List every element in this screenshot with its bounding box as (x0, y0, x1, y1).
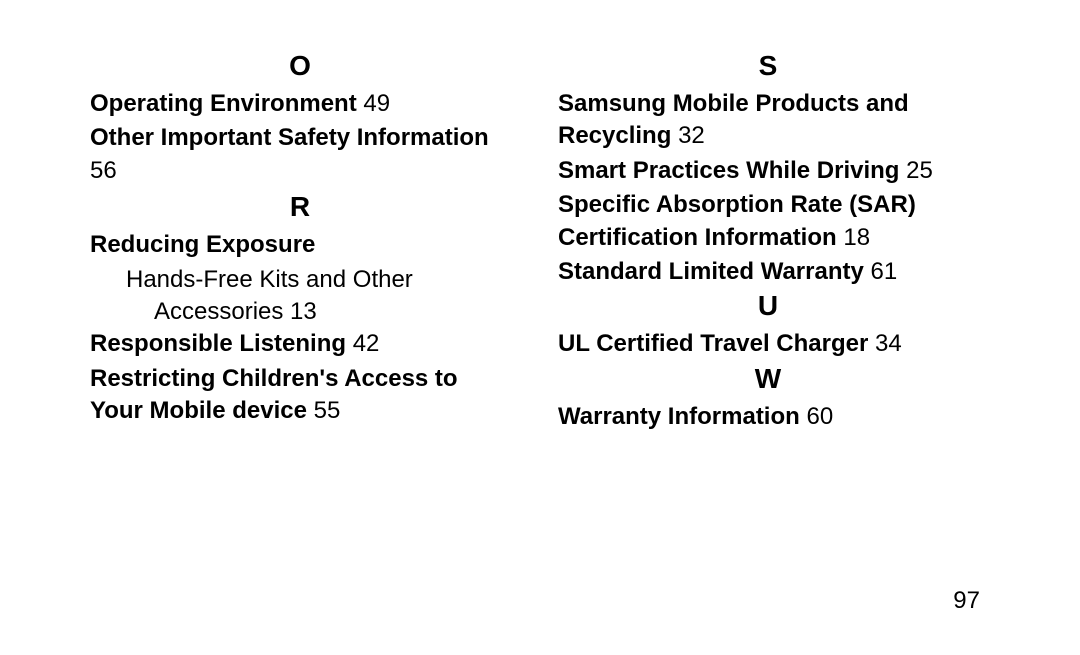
index-page-ref: 34 (875, 330, 902, 357)
index-entry: UL Certified Travel Charger 34 (558, 328, 978, 360)
index-entry: Operating Environment 49 (90, 88, 510, 120)
index-page-ref: 49 (363, 90, 390, 117)
index-title: Standard Limited Warranty (558, 258, 864, 285)
index-entry: Samsung Mobile Products and Recycling 32 (558, 88, 978, 153)
index-page-ref: 61 (871, 258, 898, 285)
index-page-ref: 32 (678, 122, 705, 149)
columns-wrap: O Operating Environment 49 Other Importa… (90, 50, 990, 435)
index-title: Restricting Children's Access to Your Mo… (90, 365, 458, 424)
index-sub-line2: Accessories (154, 298, 283, 325)
index-entry: Reducing Exposure (90, 229, 510, 261)
index-title: Responsible Listening (90, 330, 346, 357)
index-entry: Responsible Listening 42 (90, 328, 510, 360)
index-title: Reducing Exposure (90, 231, 315, 258)
index-page-ref: 25 (906, 157, 933, 184)
index-title: Operating Environment (90, 90, 357, 117)
index-subentry: Hands-Free Kits and Other Accessories 13 (90, 264, 510, 329)
index-entry: Warranty Information 60 (558, 401, 978, 433)
index-entry: Standard Limited Warranty 61 (558, 256, 978, 288)
index-page-ref: 42 (353, 330, 380, 357)
index-title: UL Certified Travel Charger (558, 330, 868, 357)
letter-heading-u: U (558, 290, 978, 322)
index-page-ref: 13 (290, 298, 317, 325)
index-entry: Restricting Children's Access to Your Mo… (90, 363, 510, 428)
index-title: Warranty Information (558, 403, 800, 430)
letter-heading-s: S (558, 50, 978, 82)
index-page-ref: 55 (314, 397, 341, 424)
letter-heading-r: R (90, 191, 510, 223)
index-entry: Other Important Safety Information 56 (90, 122, 510, 187)
index-page-ref: 56 (90, 157, 117, 184)
index-title: Smart Practices While Driving (558, 157, 899, 184)
letter-heading-w: W (558, 363, 978, 395)
index-page: O Operating Environment 49 Other Importa… (0, 0, 1080, 655)
left-column: O Operating Environment 49 Other Importa… (90, 50, 510, 435)
index-page-ref: 60 (806, 403, 833, 430)
index-entry: Smart Practices While Driving 25 (558, 155, 978, 187)
right-column: S Samsung Mobile Products and Recycling … (558, 50, 978, 435)
index-sub-line1: Hands-Free Kits and Other (126, 266, 413, 293)
index-title: Other Important Safety Information (90, 124, 489, 151)
index-title: Samsung Mobile Products and Recycling (558, 90, 909, 149)
page-number: 97 (953, 587, 980, 615)
index-page-ref: 18 (843, 224, 870, 251)
letter-heading-o: O (90, 50, 510, 82)
index-entry: Specific Absorption Rate (SAR) Certifica… (558, 189, 978, 254)
